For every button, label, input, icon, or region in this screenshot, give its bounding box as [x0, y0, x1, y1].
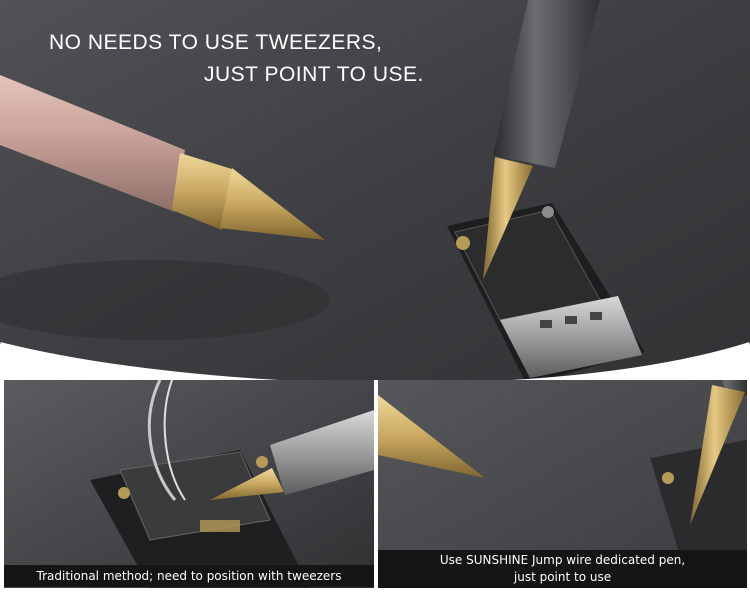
caption-sunshine-line-2: just point to use: [513, 570, 612, 584]
top-photo: [0, 0, 750, 387]
headline-line-2: JUST POINT TO USE.: [204, 63, 424, 86]
rose-gold-pen: [0, 75, 325, 240]
caption-sunshine-line-1: Use SUNSHINE Jump wire dedicated pen,: [439, 553, 686, 567]
left-photo: [4, 380, 374, 588]
caption-traditional-method: Traditional method; need to position wit…: [4, 565, 374, 587]
jump-wire-pen: [483, 0, 600, 280]
headline-line-1: NO NEEDS TO USE TWEEZERS,: [49, 31, 383, 54]
caption-sunshine-pen: Use SUNSHINE Jump wire dedicated pen, ju…: [378, 550, 747, 588]
